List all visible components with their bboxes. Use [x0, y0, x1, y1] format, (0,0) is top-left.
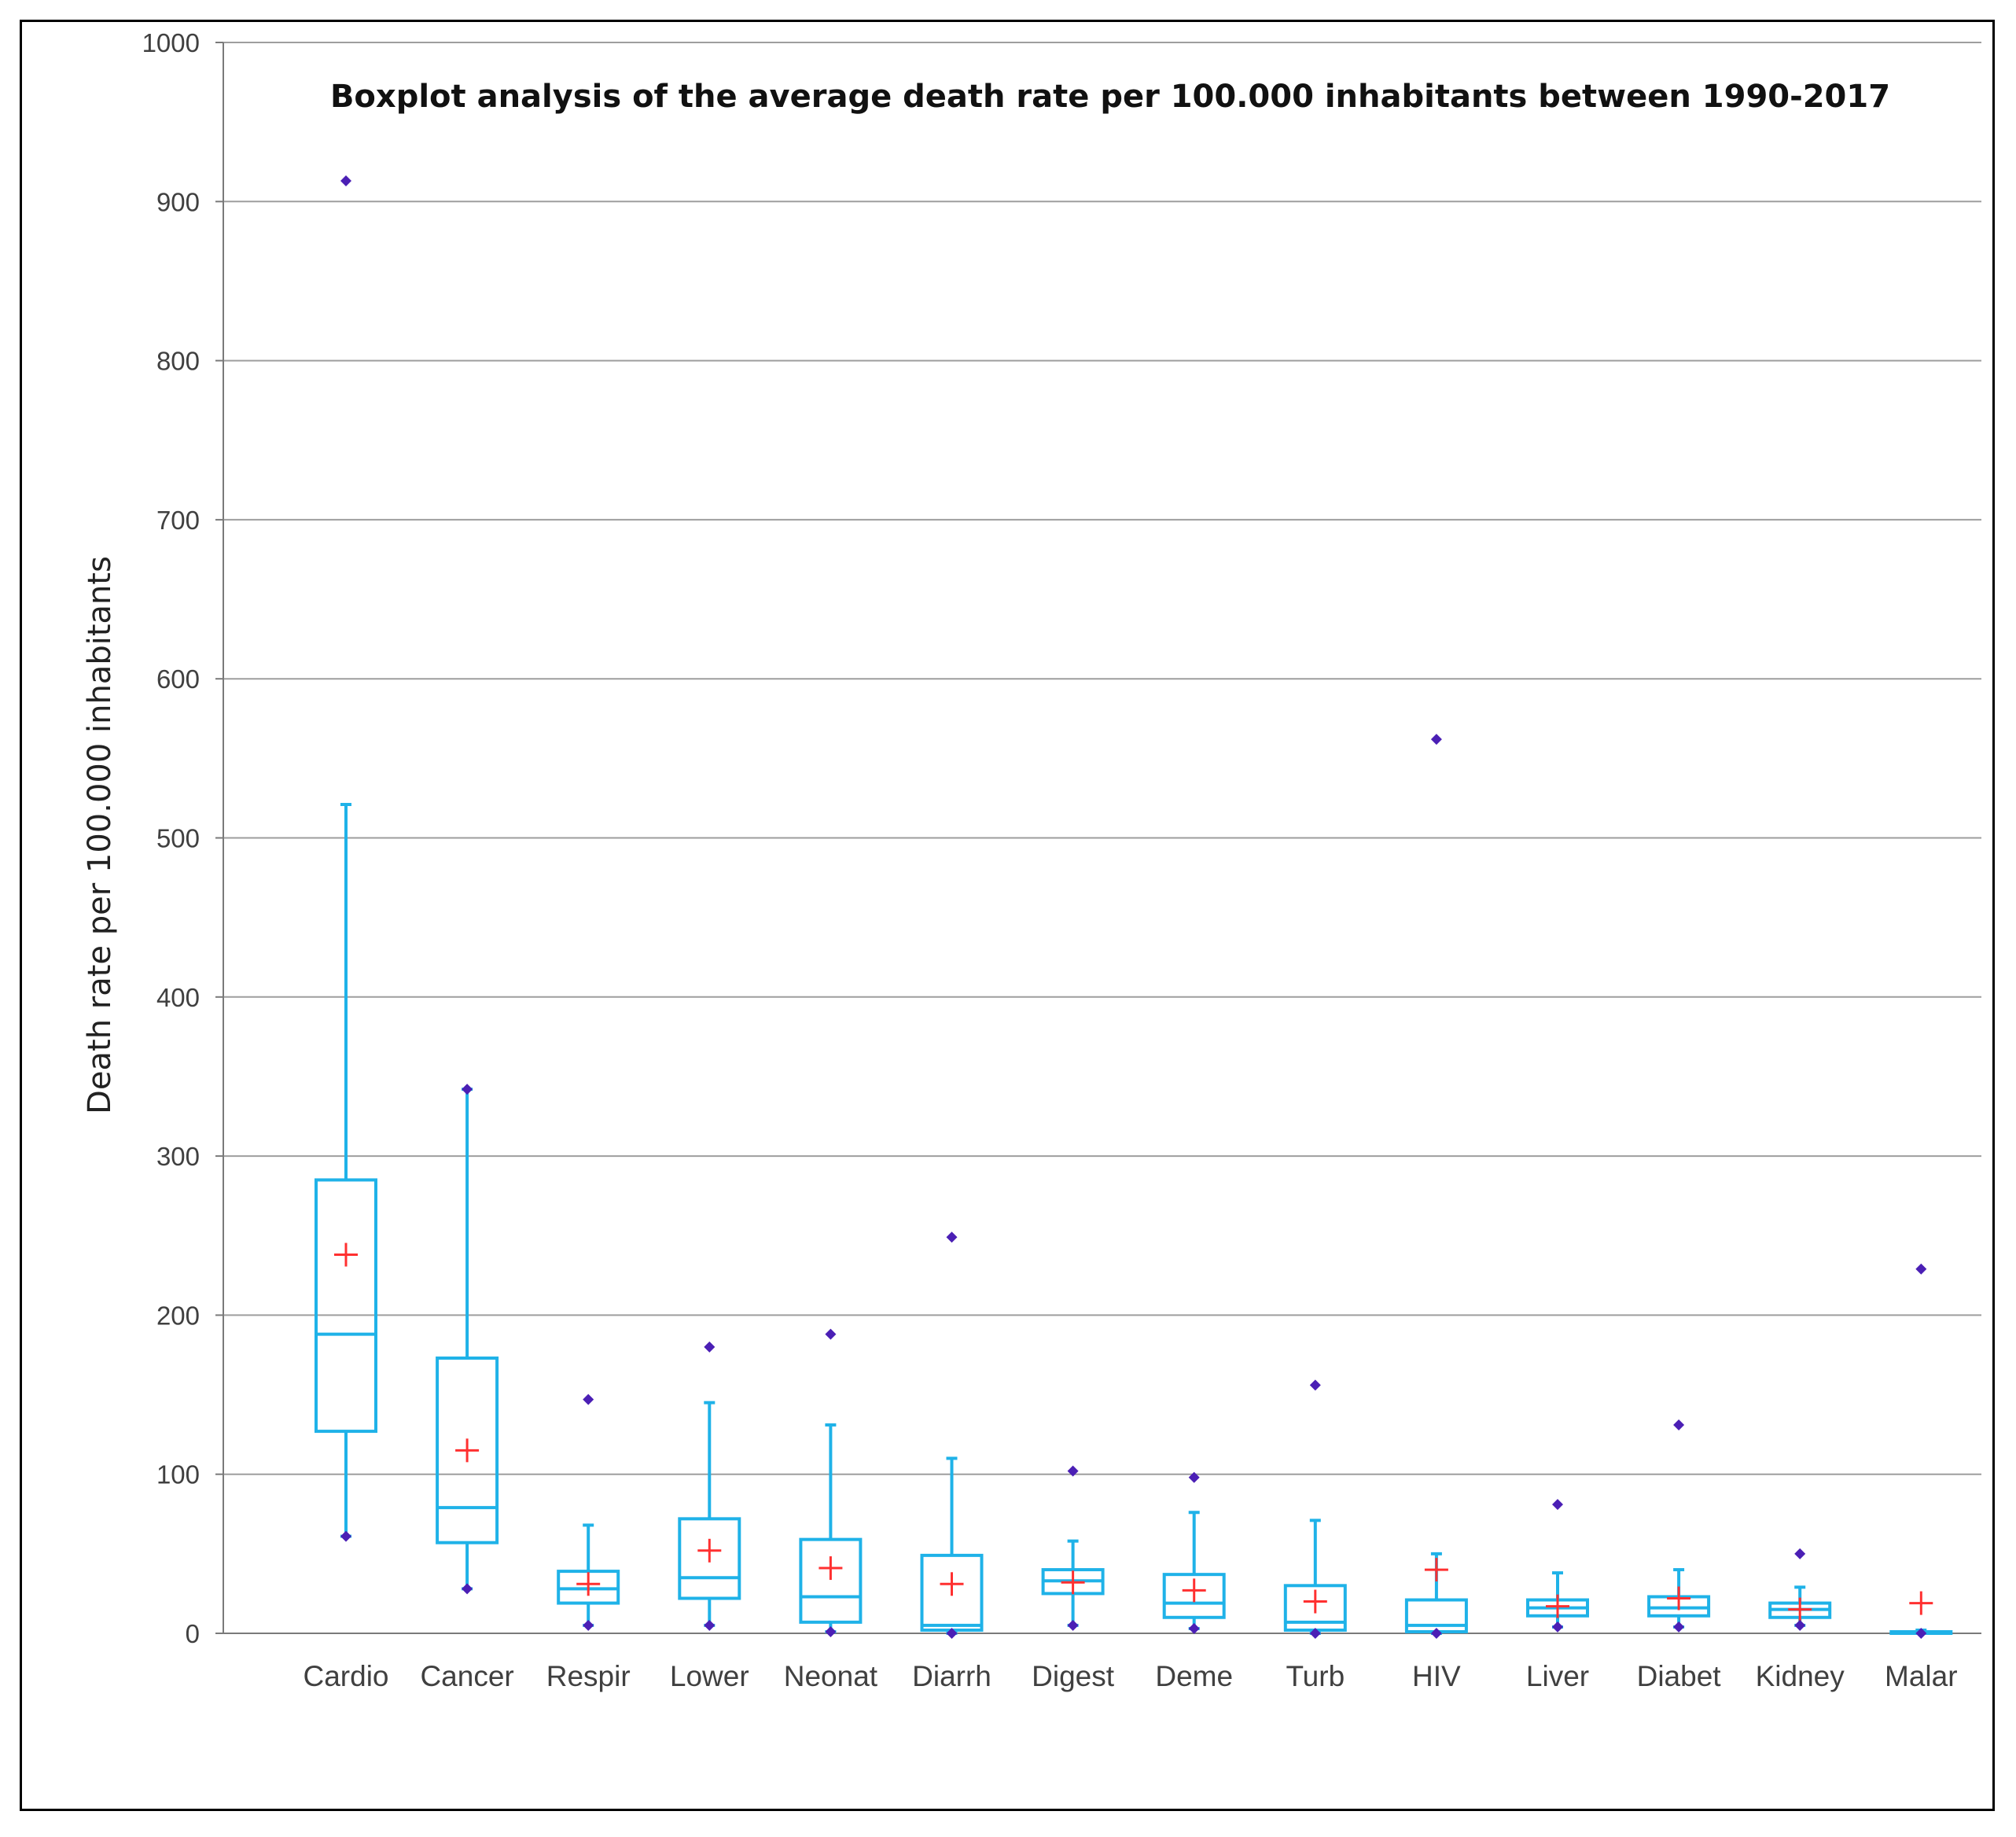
y-axis-label: Death rate per 100.000 inhabitants — [82, 556, 118, 1114]
iqr-box — [436, 1357, 499, 1544]
extreme-point — [1552, 1499, 1563, 1511]
y-tick-label: 800 — [156, 347, 200, 376]
category-label: Diabet — [1637, 1660, 1722, 1692]
box-neonat — [799, 1328, 863, 1637]
extreme-point — [1552, 1621, 1563, 1633]
grid-lines — [223, 42, 1981, 1475]
box-cancer — [436, 1084, 499, 1595]
box-respir — [557, 1393, 620, 1631]
extreme-point — [1915, 1263, 1927, 1275]
extreme-point — [825, 1328, 837, 1340]
extreme-point — [1309, 1379, 1321, 1391]
box-turb — [1283, 1379, 1347, 1639]
extreme-point — [1430, 1628, 1442, 1639]
iqr-box — [1162, 1573, 1226, 1619]
y-tick-label: 900 — [156, 187, 200, 216]
box-digest — [1041, 1465, 1105, 1631]
box-series — [315, 175, 1953, 1639]
y-tick-label: 300 — [156, 1142, 200, 1171]
extreme-point — [340, 1530, 351, 1542]
y-tick-label: 400 — [156, 983, 200, 1012]
extreme-point — [1309, 1628, 1321, 1639]
figure-frame — [20, 20, 1995, 1811]
box-kidney — [1768, 1548, 1832, 1631]
box-deme — [1162, 1471, 1226, 1634]
iqr-box — [799, 1537, 863, 1624]
extreme-point — [1794, 1619, 1806, 1631]
box-cardio — [315, 175, 377, 1542]
extreme-point — [340, 175, 351, 187]
extreme-point — [1673, 1419, 1685, 1430]
category-label: Lower — [670, 1660, 749, 1692]
chart-title: Boxplot analysis of the average death ra… — [330, 79, 1890, 115]
y-tick-label: 500 — [156, 824, 200, 853]
y-tick-label: 0 — [186, 1619, 200, 1648]
extreme-point — [946, 1628, 958, 1639]
box-hiv — [1404, 734, 1468, 1639]
y-tick-label: 1000 — [142, 28, 200, 57]
extreme-point — [583, 1619, 594, 1631]
y-axis — [215, 42, 1981, 1634]
box-diarrh — [920, 1231, 984, 1639]
extreme-point — [704, 1341, 716, 1353]
y-tick-label: 200 — [156, 1301, 200, 1330]
iqr-box — [678, 1517, 741, 1600]
category-label: Malar — [1885, 1660, 1958, 1692]
category-label: Deme — [1155, 1660, 1233, 1692]
category-label: Diarrh — [912, 1660, 991, 1692]
category-label: Cardio — [304, 1660, 389, 1692]
extreme-point — [1673, 1621, 1685, 1633]
category-label: Neonat — [784, 1660, 878, 1692]
extreme-point — [1067, 1619, 1079, 1631]
y-tick-label: 600 — [156, 664, 200, 694]
extreme-point — [1188, 1622, 1200, 1634]
extreme-point — [462, 1084, 473, 1095]
box-diabet — [1647, 1419, 1711, 1633]
y-tick-label: 700 — [156, 506, 200, 535]
extreme-point — [1067, 1465, 1079, 1477]
extreme-point — [1430, 734, 1442, 745]
extreme-point — [462, 1583, 473, 1595]
extreme-point — [1794, 1548, 1806, 1559]
category-label: Digest — [1032, 1660, 1115, 1692]
category-label: Respir — [546, 1660, 631, 1692]
extreme-point — [825, 1625, 837, 1637]
extreme-point — [583, 1393, 594, 1405]
extreme-point — [704, 1619, 716, 1631]
iqr-box — [315, 1178, 377, 1434]
extreme-point — [946, 1231, 958, 1243]
box-liver — [1526, 1499, 1589, 1633]
y-tick-label: 100 — [156, 1460, 200, 1489]
iqr-box — [557, 1570, 620, 1605]
extreme-point — [1915, 1628, 1927, 1639]
category-label: Kidney — [1756, 1660, 1845, 1692]
category-labels: Cardio Cancer Respir Lower Neonat Diarrh Diges… — [304, 1660, 1958, 1692]
iqr-box — [1404, 1598, 1468, 1633]
box-malar — [1889, 1263, 1953, 1639]
category-label: HIV — [1412, 1660, 1461, 1692]
extreme-point — [1188, 1471, 1200, 1483]
category-label: Liver — [1526, 1660, 1589, 1692]
y-tick-labels: 0 100 200 300 400 500 600 700 800 900 1000 — [142, 28, 200, 1648]
box-lower — [678, 1341, 741, 1631]
category-label: Turb — [1286, 1660, 1345, 1692]
category-label: Cancer — [420, 1660, 513, 1692]
